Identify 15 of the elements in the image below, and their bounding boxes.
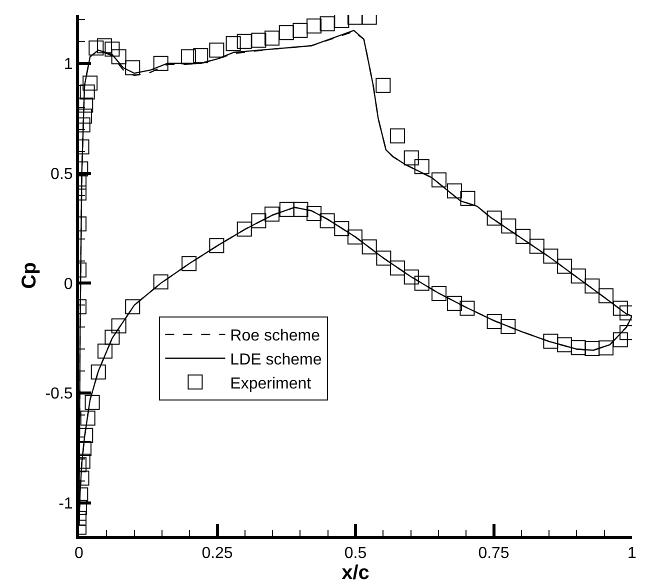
legend-label: LDE scheme xyxy=(230,351,322,368)
y-tick-label: -1 xyxy=(58,496,73,513)
legend-label: Roe scheme xyxy=(230,328,320,345)
x-axis-title: x/c xyxy=(342,562,370,584)
legend-label: Experiment xyxy=(230,375,312,392)
y-tick-label: 0 xyxy=(64,276,73,293)
x-tick-label: 0.25 xyxy=(202,545,233,562)
x-tick-label: 0.5 xyxy=(344,545,367,562)
y-axis-title: Cp xyxy=(18,262,41,289)
x-tick-label: 1 xyxy=(628,545,637,562)
y-tick-label: -0.5 xyxy=(45,386,73,403)
x-tick-label: 0.75 xyxy=(478,545,510,562)
y-tick-label: 0.5 xyxy=(50,166,73,183)
y-tick-label: 1 xyxy=(64,56,73,73)
x-tick-label: 0 xyxy=(74,545,84,562)
